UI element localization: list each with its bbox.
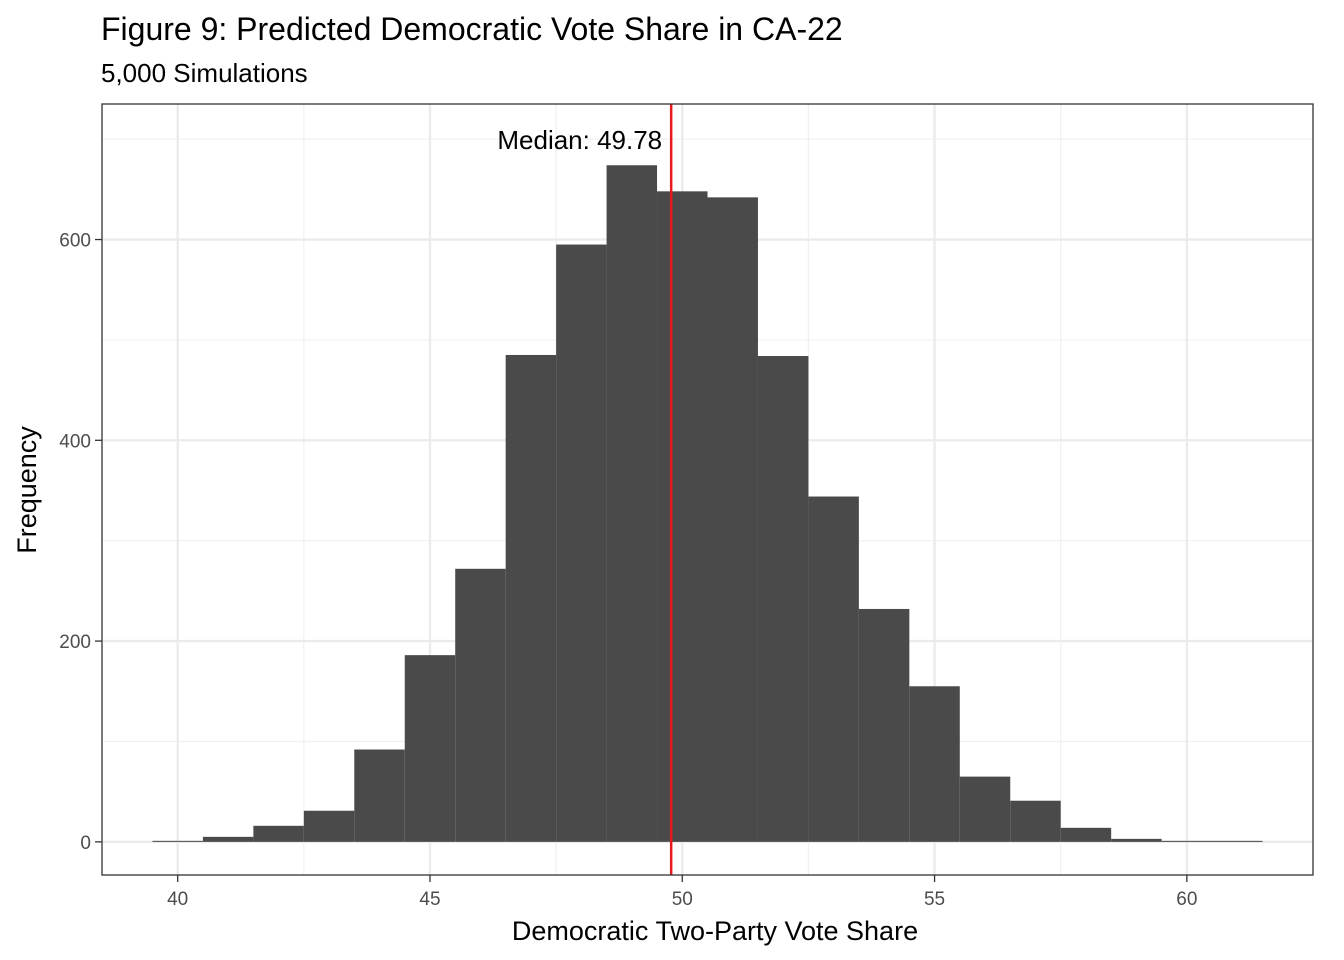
histogram-bar — [404, 655, 456, 842]
histogram-bar — [1212, 840, 1263, 842]
histogram-bars — [152, 165, 1263, 842]
histogram-bar — [707, 197, 758, 842]
histogram-bar — [909, 686, 960, 842]
histogram-bar — [505, 354, 557, 842]
x-tick-label: 40 — [167, 889, 188, 910]
histogram-bar — [455, 568, 506, 842]
x-tick-label: 55 — [924, 889, 945, 910]
histogram-bar — [757, 355, 809, 842]
histogram-bar — [657, 191, 708, 842]
y-axis: 0 200 400 600 — [59, 231, 102, 854]
histogram-bar — [1060, 827, 1112, 842]
histogram-bar — [858, 608, 910, 842]
chart-title: Figure 9: Predicted Democratic Vote Shar… — [101, 11, 843, 47]
median-marker: Median: 49.78 — [497, 104, 673, 875]
histogram-bar — [202, 836, 254, 842]
histogram-bar — [1161, 840, 1213, 842]
histogram-bar — [1010, 800, 1061, 842]
y-tick-label: 0 — [80, 833, 91, 854]
y-tick-label: 400 — [59, 431, 91, 452]
y-tick-label: 200 — [59, 632, 91, 653]
histogram-bar — [556, 244, 607, 842]
histogram-bar — [808, 496, 859, 842]
histogram-bar — [606, 165, 658, 842]
median-label: Median: 49.78 — [497, 125, 662, 155]
x-tick-label: 45 — [419, 889, 440, 910]
plot-panel-border — [101, 103, 1314, 876]
histogram-bar — [1111, 838, 1162, 842]
histogram-bar — [959, 776, 1011, 842]
y-axis-title: Frequency — [12, 426, 42, 554]
histogram-bar — [303, 810, 355, 842]
x-tick-label: 50 — [672, 889, 693, 910]
histogram-bar — [152, 840, 203, 842]
x-axis-title: Democratic Two-Party Vote Share — [512, 916, 918, 946]
x-axis: 40 45 50 55 60 — [167, 875, 1197, 910]
histogram-bar — [354, 749, 405, 842]
histogram-bar — [253, 825, 304, 842]
chart-subtitle: 5,000 Simulations — [101, 58, 308, 88]
x-tick-label: 60 — [1176, 889, 1197, 910]
y-tick-label: 600 — [59, 231, 91, 252]
